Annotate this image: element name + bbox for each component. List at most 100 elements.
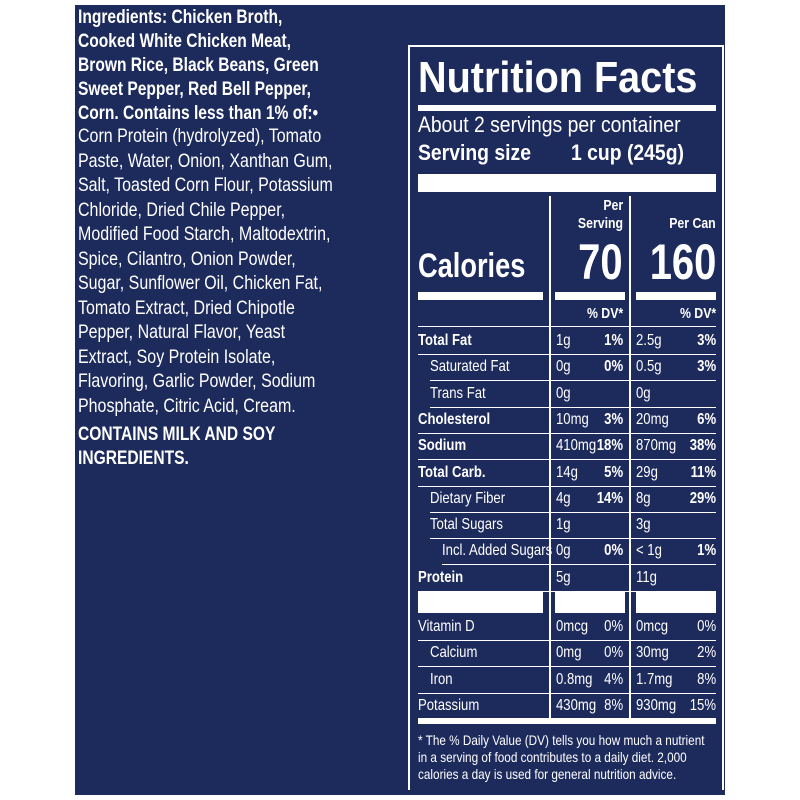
ingredients-line: Ingredients: Chicken Broth, (78, 6, 283, 28)
amount: 410mg (556, 437, 597, 455)
rule (418, 718, 716, 724)
daily-value: 18% (596, 437, 623, 455)
footnote: * The % Daily Value (DV) tells you how m… (418, 732, 705, 748)
amount: 1g (556, 516, 571, 534)
box-border (408, 45, 724, 47)
nutrient-label: Vitamin D (418, 618, 475, 635)
daily-value: 5% (604, 463, 623, 481)
daily-value: 6% (697, 410, 716, 428)
amount: 0g (636, 384, 651, 402)
daily-value: 4% (604, 670, 623, 688)
row-rule (418, 640, 716, 641)
calories-label: Calories (418, 247, 526, 285)
row-rule (430, 406, 716, 408)
dv-header: % DV* (679, 304, 716, 322)
nutrient-label: Total Fat (418, 332, 472, 349)
row-rule (418, 692, 716, 694)
ingredients-line: Chloride, Dried Chile Pepper, (78, 198, 286, 221)
daily-value: 0% (604, 542, 623, 560)
daily-value: 2% (697, 644, 716, 662)
package-panel (75, 5, 725, 795)
ingredients-line: Flavoring, Garlic Powder, Sodium (78, 370, 316, 393)
amount: 0mcg (636, 618, 669, 635)
ingredients-line: Cooked White Chicken Meat, (78, 30, 291, 52)
daily-value: 3% (697, 332, 716, 349)
row-rule (418, 590, 716, 592)
daily-value: 38% (689, 437, 716, 455)
amount: 30mg (636, 644, 669, 662)
nutrient-label: Cholesterol (418, 410, 491, 428)
nutrient-label: Dietary Fiber (430, 489, 506, 507)
nutrient-label: Trans Fat (430, 384, 486, 402)
row-rule (418, 459, 716, 461)
box-border (722, 45, 724, 790)
column-divider (629, 196, 631, 719)
serving-size-label: Serving size (418, 140, 531, 165)
nutrient-label: Total Sugars (430, 516, 503, 534)
daily-value: 1% (697, 542, 716, 560)
ingredients-line: Corn. Contains less than 1% of:• (78, 102, 319, 124)
ingredients-line: Tomato Extract, Dried Chipotle (78, 296, 295, 319)
rule (418, 105, 716, 111)
ingredients-line: Brown Rice, Black Beans, Green (78, 54, 319, 76)
ingredients-line: Phosphate, Citric Acid, Cream. (78, 394, 296, 417)
amount: 11g (636, 568, 657, 586)
thick-rule (418, 292, 543, 300)
nutrient-label: Incl. Added Sugars (442, 542, 553, 560)
amount: 29g (636, 463, 658, 481)
nutrient-label: Iron (430, 670, 453, 688)
column-header: Per Can (669, 214, 716, 232)
allergen-line: CONTAINS MILK AND SOY (78, 423, 276, 445)
ingredients-line: Spice, Cilantro, Onion Powder, (78, 247, 296, 270)
row-rule (430, 380, 716, 382)
daily-value: 11% (690, 463, 716, 481)
ingredients-line: Pepper, Natural Flavor, Yeast (78, 321, 286, 344)
row-rule (418, 666, 716, 668)
amount: 14g (556, 463, 578, 481)
daily-value: 0% (604, 358, 623, 376)
thick-rule (418, 174, 716, 192)
amount: 1.7mg (636, 670, 673, 688)
daily-value: 8% (697, 670, 716, 688)
amount: 430mg (556, 696, 597, 714)
amount: 20mg (636, 410, 669, 428)
ingredients-line: Paste, Water, Onion, Xanthan Gum, (78, 149, 333, 172)
amount: 8g (636, 489, 651, 507)
nutrient-label: Total Carb. (418, 463, 486, 481)
nutrient-label: Potassium (418, 696, 480, 714)
amount: 2.5g (636, 332, 662, 349)
daily-value: 3% (697, 358, 716, 376)
ingredients-line: Corn Protein (hydrolyzed), Tomato (78, 125, 322, 148)
footnote: calories a day is used for general nutri… (418, 766, 677, 782)
row-rule (430, 511, 716, 513)
row-rule (442, 564, 716, 566)
amount: 0.8mg (556, 670, 593, 688)
amount: 0mg (556, 644, 582, 662)
dv-header: % DV* (586, 304, 623, 322)
footnote: in a serving of food contributes to a da… (418, 749, 687, 765)
amount: 3g (636, 516, 651, 534)
amount: < 1g (636, 542, 662, 560)
daily-value: 0% (604, 618, 623, 635)
amount: 5g (556, 568, 571, 586)
thick-rule (418, 591, 543, 613)
amount: 0mcg (556, 618, 589, 635)
calories-value: 160 (649, 234, 716, 290)
ingredients-line: Modified Food Starch, Maltodextrin, (78, 223, 331, 246)
daily-value: 29% (689, 489, 716, 507)
ingredients-line: Sweet Pepper, Red Bell Pepper, (78, 78, 311, 100)
nutrient-label: Calcium (430, 644, 478, 662)
servings: About 2 servings per container (418, 112, 681, 137)
amount: 1g (556, 332, 571, 349)
daily-value: 0% (604, 644, 623, 662)
row-rule (418, 326, 716, 327)
thick-rule (636, 292, 716, 300)
amount: 870mg (636, 437, 677, 455)
calories-value: 70 (578, 234, 624, 290)
thick-rule (636, 591, 716, 613)
amount: 0g (556, 542, 571, 560)
ingredients-line: Extract, Soy Protein Isolate, (78, 345, 276, 368)
amount: 4g (556, 489, 571, 507)
amount: 10mg (556, 410, 589, 428)
